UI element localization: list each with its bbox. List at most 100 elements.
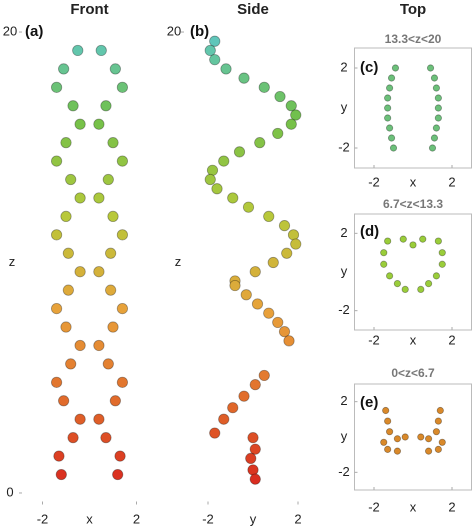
x-tick-label: -2 [37,511,49,526]
column-title: Top [400,1,426,18]
point [109,395,121,407]
point [434,104,442,112]
panel-label: (b) [190,23,209,40]
point [258,81,270,93]
point [50,81,63,93]
point [426,64,435,72]
point [116,155,129,167]
point [384,237,392,245]
y-tick-label: -2 [338,139,350,154]
point [434,94,442,102]
point [60,210,72,223]
point [74,413,86,425]
point [209,35,221,47]
point [424,279,433,288]
point [424,447,433,455]
x-tick-label: 2 [133,511,140,526]
point [399,235,407,243]
point [384,104,392,112]
point [53,450,65,462]
point [274,90,286,103]
point [432,84,440,92]
x-axis-label: x [410,499,417,514]
y-tick-label: 20 [3,23,17,38]
panel-title: Front [70,1,108,18]
point [432,272,440,280]
point [238,390,250,402]
point [380,249,388,257]
point [401,433,409,441]
point [428,144,437,152]
point [100,432,112,444]
point [204,173,216,186]
y-tick-label: 2 [340,393,347,408]
panel-label: (a) [25,23,43,40]
point [272,127,284,140]
x-axis-label: x [410,332,417,347]
point [60,137,72,149]
point [242,201,255,213]
point [436,406,444,415]
point [430,134,439,142]
point [105,247,117,259]
point [67,432,79,444]
point [290,238,302,250]
y-tick-label: -2 [338,464,350,479]
y-axis-label: z [175,254,182,269]
point [93,413,105,425]
point [62,284,74,296]
point [438,260,446,268]
point [227,192,239,204]
y-tick-label: 20 [167,23,181,38]
point [58,395,70,407]
panel-title: Side [237,1,269,18]
x-tick-label: -2 [368,499,380,514]
point [409,241,417,249]
point [116,376,129,388]
point [218,413,230,425]
point [285,100,297,112]
panel-label: (e) [360,394,378,411]
point [109,63,121,75]
point [102,173,114,186]
point [50,376,63,388]
point [74,192,86,204]
point [245,452,257,465]
point [206,164,219,176]
point [387,74,396,82]
point [249,266,261,278]
point [100,100,112,112]
x-tick-label: 2 [294,511,301,526]
point [385,272,394,280]
point [204,44,216,57]
point [50,155,63,167]
point [263,210,275,223]
point [247,464,259,476]
x-axis-label: x [410,174,417,189]
point [283,335,295,347]
point [249,473,261,485]
point [72,44,84,57]
point [380,438,388,446]
point [430,74,439,82]
point [434,445,442,453]
point [93,118,105,130]
point [389,144,398,152]
x-tick-label: 2 [448,174,455,189]
point [249,379,261,391]
point [385,124,394,132]
point [401,285,409,293]
point [384,94,392,102]
panel-title: 6.7<z<13.3 [383,197,443,211]
point [107,210,119,223]
panel-frame [354,383,472,491]
point [387,134,396,142]
point [434,237,442,245]
point [107,321,119,333]
point [393,279,401,288]
point [240,289,252,301]
point [209,54,221,66]
point [114,450,126,462]
point [278,220,291,232]
